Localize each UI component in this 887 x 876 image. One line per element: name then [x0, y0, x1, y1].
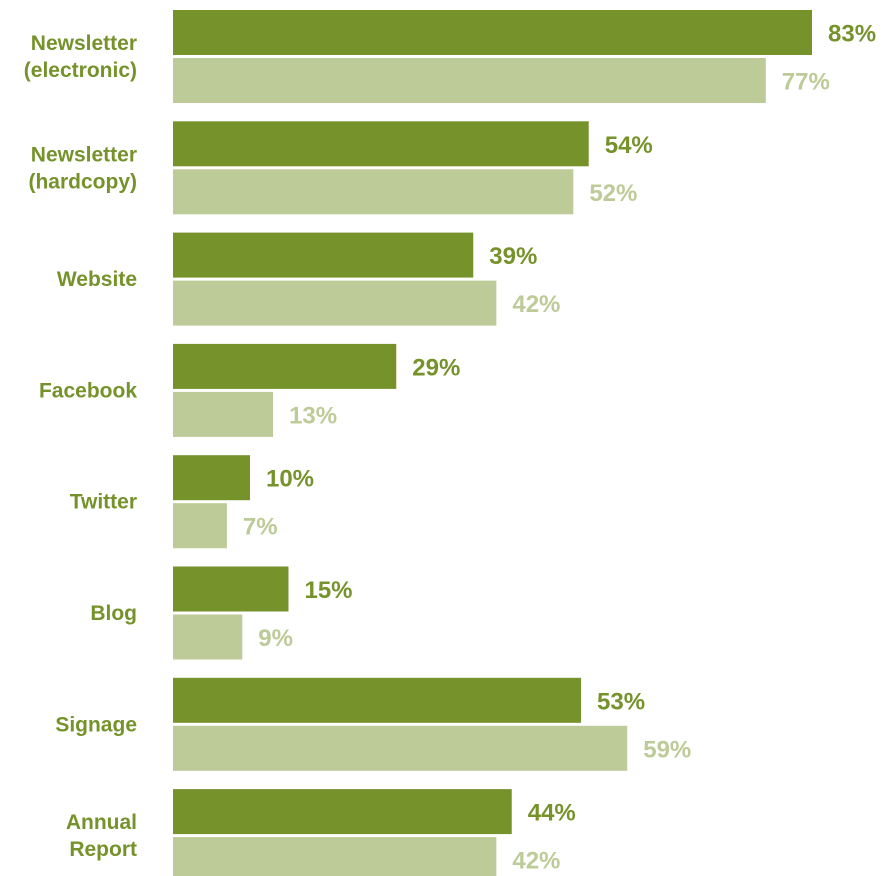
- category-label: Blog: [90, 602, 137, 625]
- value-label-dark: 44%: [528, 800, 576, 827]
- bar-dark: [173, 789, 512, 835]
- category-label-line: Signage: [55, 713, 137, 736]
- value-label-light: 52%: [589, 180, 637, 207]
- bar-dark: [173, 455, 250, 501]
- value-label-light: 7%: [243, 514, 278, 541]
- value-label-dark: 53%: [597, 688, 645, 715]
- bar-dark: [173, 121, 589, 167]
- category-label-line: Newsletter: [31, 32, 137, 55]
- category-label-line: (hardcopy): [28, 170, 137, 193]
- bar-dark: [173, 10, 812, 55]
- bar-dark: [173, 343, 397, 389]
- bar-light: [173, 280, 497, 326]
- category-label-line: Annual: [66, 811, 137, 834]
- category-label: Website: [57, 268, 137, 291]
- category-label-line: Newsletter: [31, 143, 137, 166]
- value-label-light: 59%: [643, 736, 691, 763]
- value-label-dark: 54%: [605, 132, 653, 159]
- category-label-line: Blog: [90, 602, 137, 625]
- bar-dark: [173, 566, 289, 612]
- value-label-light: 77%: [782, 69, 830, 96]
- category-labels: Newsletter (electronic) Newsletter (hardcop…: [24, 32, 138, 861]
- value-label-light: 42%: [512, 848, 560, 875]
- category-label-line: Twitter: [70, 491, 137, 514]
- value-label-dark: 15%: [304, 577, 352, 604]
- bar-light: [173, 58, 766, 103]
- bar-light: [173, 725, 628, 771]
- category-label-line: Website: [57, 268, 137, 291]
- category-label: Facebook: [39, 379, 137, 402]
- category-label: Newsletter (electronic): [24, 32, 137, 82]
- value-label-dark: 83%: [828, 21, 876, 48]
- value-label-dark: 39%: [489, 243, 537, 270]
- category-label-line: (electronic): [24, 59, 137, 82]
- value-label-light: 9%: [258, 625, 293, 652]
- category-label: Twitter: [70, 491, 137, 514]
- bar-dark: [173, 232, 474, 278]
- value-label-light: 13%: [289, 402, 337, 429]
- value-label-dark: 29%: [412, 354, 460, 381]
- bar-dark: [173, 677, 582, 723]
- bar-light: [173, 391, 274, 437]
- bar-light: [173, 837, 497, 876]
- bars-layer: [173, 10, 812, 876]
- bar-light: [173, 614, 243, 660]
- category-label-line: Report: [69, 838, 137, 861]
- value-label-dark: 10%: [266, 466, 314, 493]
- category-label: Signage: [55, 713, 137, 736]
- bar-light: [173, 169, 574, 215]
- category-label: Newsletter (hardcopy): [28, 143, 137, 193]
- value-labels: 83% 77% 54% 52% 39% 42% 29% 13% 10% 7% 15% 9% 53% 59%…: [243, 21, 876, 875]
- value-label-light: 42%: [512, 291, 560, 318]
- bar-light: [173, 503, 227, 549]
- category-label: Annual Report: [66, 811, 137, 861]
- category-label-line: Facebook: [39, 379, 137, 402]
